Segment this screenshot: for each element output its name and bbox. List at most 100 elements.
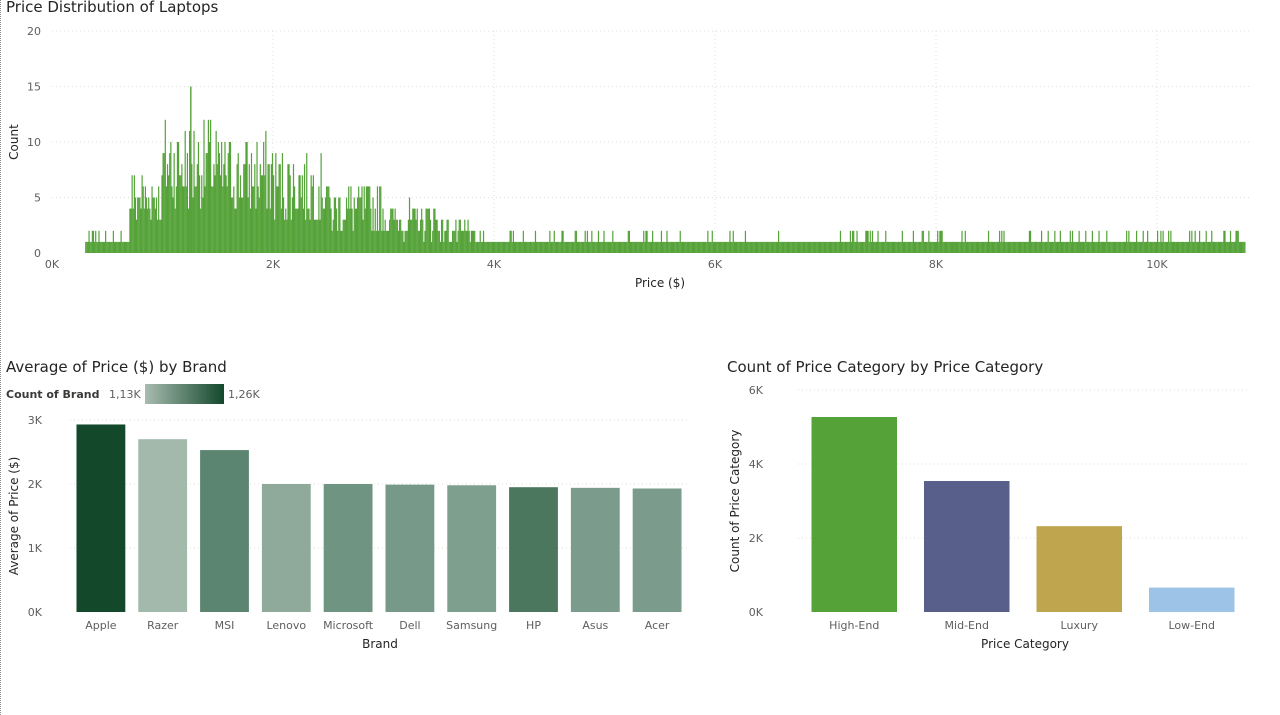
histogram-bar xyxy=(1242,241,1244,253)
histogram-bar xyxy=(601,241,603,253)
histogram-bar xyxy=(1179,241,1181,253)
histogram-bar xyxy=(919,241,921,253)
histogram-bar xyxy=(1014,241,1016,253)
histogram-bar xyxy=(252,186,254,253)
histogram-bar xyxy=(548,241,550,253)
category-y-axis-title: Count of Price Category xyxy=(728,430,742,573)
histogram-bar xyxy=(130,208,132,253)
histogram-bar xyxy=(785,241,787,253)
histogram-bar xyxy=(438,230,440,253)
histogram-bar xyxy=(440,219,443,253)
histogram-x-tick: 0K xyxy=(45,258,60,271)
histogram-bar xyxy=(1151,241,1153,253)
histogram-bar xyxy=(1137,241,1139,253)
histogram-bar xyxy=(920,241,922,253)
histogram-bar xyxy=(972,241,974,253)
histogram-bar xyxy=(1130,241,1132,253)
histogram-bar xyxy=(961,230,963,253)
histogram-bar xyxy=(543,241,545,253)
category-bar xyxy=(924,481,1010,612)
histogram-bar xyxy=(1010,241,1012,253)
histogram-bar xyxy=(708,241,710,253)
histogram-bar xyxy=(389,219,391,253)
histogram-bar xyxy=(1066,241,1068,253)
histogram-bar xyxy=(808,241,811,253)
histogram-bar xyxy=(383,230,385,253)
histogram-bar xyxy=(938,241,940,253)
histogram-bar xyxy=(351,208,353,253)
histogram-bar xyxy=(858,241,860,253)
histogram-bar xyxy=(1166,241,1169,253)
histogram-bar xyxy=(608,241,611,253)
brand-x-tick: Lenovo xyxy=(266,619,306,632)
histogram-bar xyxy=(133,175,135,253)
histogram-bar xyxy=(873,241,875,253)
histogram-bar xyxy=(1050,241,1053,253)
histogram-bar xyxy=(1042,241,1044,253)
histogram-bar xyxy=(1117,241,1119,253)
histogram-bar xyxy=(404,230,406,253)
histogram-bar xyxy=(375,230,377,253)
histogram-bar xyxy=(587,241,590,253)
histogram-bar xyxy=(387,230,390,253)
histogram-bar xyxy=(834,241,836,253)
histogram-bar xyxy=(1189,230,1191,253)
histogram-bar xyxy=(660,230,663,253)
histogram-bar xyxy=(1105,241,1107,253)
histogram-bar xyxy=(1147,230,1149,253)
histogram-bar xyxy=(995,241,997,253)
histogram-bar xyxy=(1231,241,1233,253)
histogram-bar xyxy=(1008,241,1011,253)
brand-x-tick: Asus xyxy=(582,619,608,632)
histogram-bar xyxy=(1102,241,1105,253)
histogram-bar xyxy=(1239,241,1242,253)
histogram-bar xyxy=(1141,241,1143,253)
histogram-bar xyxy=(377,230,380,253)
histogram-bar xyxy=(737,241,739,253)
histogram-bar xyxy=(1128,230,1130,253)
histogram-bar xyxy=(203,119,205,253)
histogram-bar xyxy=(264,175,266,253)
histogram-bar xyxy=(703,241,706,253)
histogram-bar xyxy=(721,241,723,253)
histogram-bar xyxy=(204,186,206,253)
histogram-bar xyxy=(689,241,691,253)
histogram-bar xyxy=(569,241,571,253)
histogram-bar xyxy=(595,241,597,253)
histogram-bar xyxy=(1084,241,1086,253)
histogram-bar xyxy=(849,230,852,253)
histogram-bar xyxy=(675,241,677,253)
histogram-bar xyxy=(553,230,555,253)
histogram-bar xyxy=(144,186,147,253)
histogram-bar xyxy=(839,230,842,253)
histogram-bar xyxy=(791,241,793,253)
histogram-bar xyxy=(240,197,243,253)
histogram-bar xyxy=(1233,241,1235,253)
histogram-bar xyxy=(579,241,581,253)
histogram-bar xyxy=(880,241,882,253)
histogram-bar xyxy=(857,241,859,253)
histogram-bar xyxy=(356,197,359,253)
histogram-bar xyxy=(991,241,993,253)
histogram-bar xyxy=(1182,241,1184,253)
histogram-bar xyxy=(1021,241,1023,253)
histogram-bar xyxy=(1089,241,1091,253)
histogram-bar xyxy=(293,186,296,253)
histogram-bar xyxy=(992,241,994,253)
histogram-bar xyxy=(886,241,888,253)
histogram-bar xyxy=(511,241,513,253)
histogram-bar xyxy=(517,241,519,253)
histogram-bar xyxy=(223,164,225,253)
histogram-bar xyxy=(979,241,981,253)
histogram-bar xyxy=(1064,241,1066,253)
histogram-bar xyxy=(617,241,619,253)
histogram-bar xyxy=(497,241,499,253)
histogram-bar xyxy=(1079,241,1082,253)
histogram-bar xyxy=(350,186,352,253)
price-category-visual[interactable]: Count of Price Category by Price Categor… xyxy=(720,352,1280,662)
price-distribution-visual[interactable]: Price Distribution of Laptops 0 5 10 15 20 0K… xyxy=(0,0,1280,300)
histogram-bar xyxy=(1012,241,1014,253)
histogram-bar xyxy=(237,153,239,253)
brand-x-tick: MSI xyxy=(215,619,235,632)
avg-price-by-brand-visual[interactable]: Average of Price ($) by Brand 0K 1K 2K 3K Ap… xyxy=(0,352,700,662)
